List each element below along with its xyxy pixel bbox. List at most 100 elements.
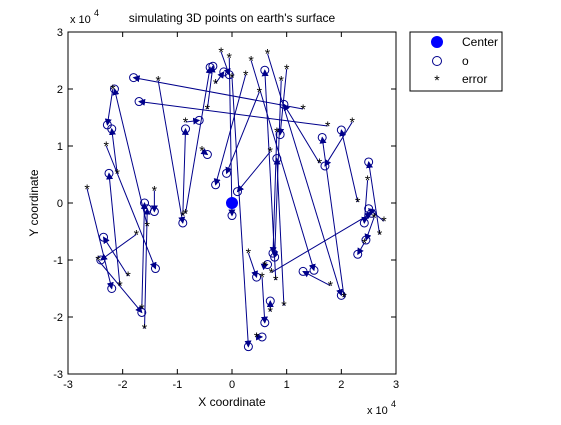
error-arrow [271, 212, 373, 273]
legend-error-marker: * [434, 72, 440, 88]
error-star-marker: * [269, 265, 275, 281]
x-axis-ticks: -3 -2 -1 0 1 2 3 [63, 32, 399, 391]
y-axis-exponent-power: 4 [94, 8, 99, 18]
error-star-marker: * [229, 70, 235, 86]
x-axis-label: X coordinate [198, 395, 266, 409]
error-star-marker: * [95, 252, 101, 268]
error-star-marker: * [246, 245, 252, 261]
error-star-marker: * [284, 61, 290, 77]
error-star-marker: * [328, 278, 334, 294]
error-star-marker: * [183, 114, 189, 130]
x-axis-exponent: x 10 [367, 405, 388, 417]
x-tick-label: 0 [229, 379, 235, 391]
error-arrow [99, 233, 137, 261]
data-point-circle [268, 248, 278, 258]
data-point-circle [107, 124, 117, 134]
x-tick-label: -1 [172, 379, 182, 391]
error-star-marker: * [257, 84, 263, 100]
error-star-marker: * [254, 329, 260, 345]
data-point-circle [96, 255, 106, 265]
error-arrow [185, 66, 213, 214]
error-arrow [261, 69, 277, 280]
error-star-marker: * [134, 226, 140, 242]
error-arrow [181, 127, 189, 216]
error-arrow [231, 77, 252, 348]
legend-box [409, 31, 503, 92]
data-points: ******************* *********************… [84, 44, 387, 352]
error-star-marker: * [213, 75, 219, 91]
y-tick-label: 0 [57, 198, 63, 210]
error-star-marker: * [243, 67, 249, 83]
error-star-marker: * [274, 124, 280, 140]
legend: Center o * error [409, 31, 503, 92]
data-point-circle [317, 132, 327, 142]
error-star-marker: * [355, 194, 361, 210]
error-arrow [367, 208, 385, 222]
data-point-circle [109, 84, 119, 94]
error-arrows [86, 51, 385, 348]
error-star-marker: * [104, 138, 110, 154]
y-axis-ticks: -3 -2 -1 0 1 2 3 [53, 27, 396, 381]
data-point-circle [137, 307, 147, 317]
error-star-marker: * [268, 144, 274, 160]
error-star-marker: * [259, 269, 265, 285]
error-star-marker: * [381, 213, 387, 229]
error-star-marker: * [365, 172, 371, 188]
data-point-circle [181, 124, 191, 134]
error-arrow [102, 236, 129, 277]
data-point-circle [353, 249, 363, 259]
x-tick-label: -2 [118, 379, 128, 391]
error-star-marker: * [152, 182, 158, 198]
error-arrow [97, 259, 143, 314]
data-point-circle [309, 265, 319, 275]
data-point-circle [194, 115, 204, 125]
data-point-circle [263, 260, 273, 270]
legend-center-marker [431, 36, 443, 48]
data-point-circle [178, 218, 188, 228]
error-star-marker: * [265, 46, 271, 62]
error-arrow [324, 121, 353, 167]
data-point-circle [366, 208, 376, 218]
error-star-marker: * [281, 298, 287, 314]
data-point-circle [361, 235, 371, 245]
x-tick-label: 2 [338, 379, 344, 391]
data-point-circle [104, 168, 114, 178]
error-arrow [106, 172, 121, 286]
error-star-marker: * [377, 226, 383, 242]
error-star-marker: * [180, 208, 186, 224]
error-star-marker: * [145, 218, 151, 234]
center-point [226, 197, 238, 209]
y-tick-label: -2 [53, 312, 63, 324]
data-point-circle [211, 180, 221, 190]
error-arrow [200, 148, 209, 156]
error-star-marker: * [273, 272, 279, 288]
error-star-marker: * [117, 278, 123, 294]
error-arrow [132, 75, 304, 110]
data-point-circle [298, 266, 308, 276]
legend-center-label: Center [462, 35, 498, 49]
data-point-circle [275, 130, 285, 140]
error-star-marker: * [199, 143, 205, 159]
data-point-circle [279, 99, 289, 109]
error-arrow [215, 71, 225, 84]
error-arrow [185, 117, 201, 125]
data-point-circle [205, 62, 215, 72]
error-star-marker: * [155, 72, 161, 88]
x-tick-label: -3 [63, 379, 73, 391]
error-arrow [143, 207, 151, 329]
data-point-circle [150, 264, 160, 274]
data-point-circle [219, 67, 229, 77]
error-arrow [213, 74, 247, 186]
y-tick-label: 3 [57, 27, 63, 39]
data-point-circle [336, 125, 346, 135]
error-arrow [112, 88, 148, 226]
error-arrow [260, 263, 269, 271]
data-point-circle [252, 272, 262, 282]
error-star-marker: * [183, 205, 189, 221]
error-arrow [273, 157, 285, 306]
y-axis-exponent: x 10 [70, 14, 91, 26]
error-star-marker: * [262, 258, 268, 274]
error-arrow [228, 57, 236, 217]
error-star-marker: * [341, 289, 347, 305]
